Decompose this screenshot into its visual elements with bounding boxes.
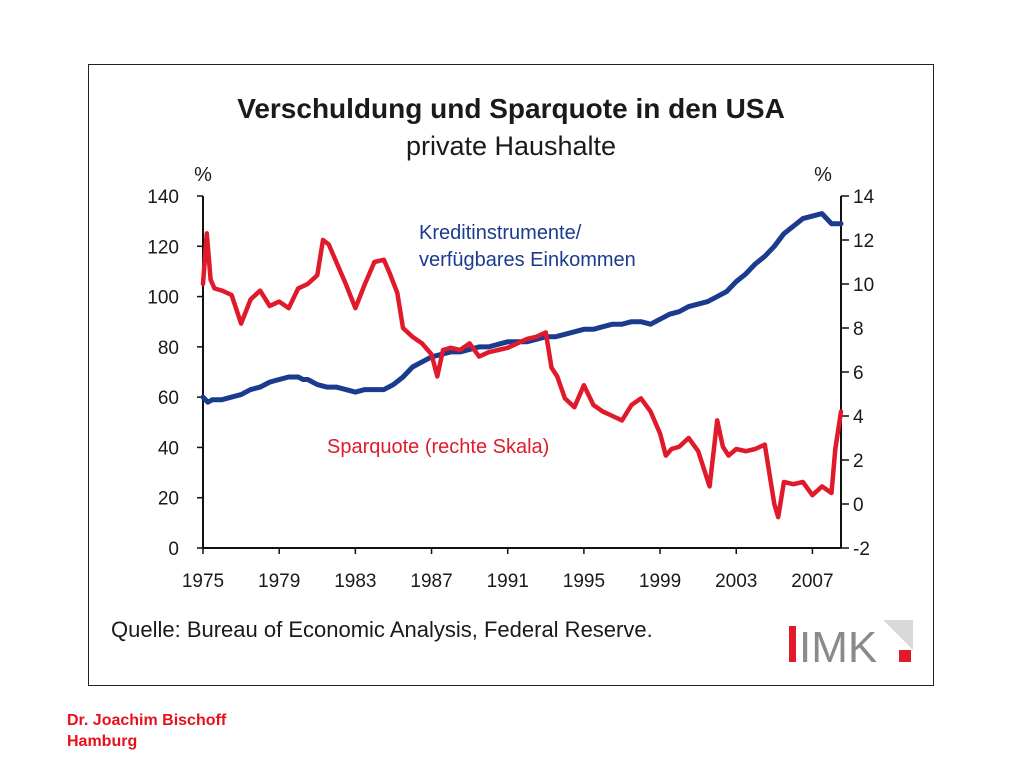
logo-text: IMK xyxy=(799,623,877,666)
y-left-tick-label: 0 xyxy=(168,539,179,560)
kredit-series-label: Kreditinstrumente/ xyxy=(419,222,582,244)
logo-corner-mark xyxy=(883,620,913,650)
imk-logo: IMK xyxy=(789,620,913,666)
x-tick-label: 2007 xyxy=(791,571,833,592)
x-tick-label: 1983 xyxy=(334,571,376,592)
y-right-tick-label: 0 xyxy=(853,495,864,516)
logo-bar-mark xyxy=(789,626,796,662)
kredit-series-line xyxy=(200,211,844,405)
chart-plot: 0 20 40 60 80 100 120 140 -2 0 2 4 6 8 10 12 14 1975 1979 1… xyxy=(147,164,875,592)
x-tick-label: 1975 xyxy=(182,571,224,592)
y-right-tick-label: 12 xyxy=(853,231,874,252)
y-left-tick-label: 60 xyxy=(158,388,179,409)
y-left-tick-label: 140 xyxy=(147,187,179,208)
y-left-axis-label: % xyxy=(194,164,212,186)
x-tick-label: 2003 xyxy=(715,571,757,592)
y-right-tick-label: 8 xyxy=(853,319,864,340)
y-right-tick-label: -2 xyxy=(853,539,870,560)
chart-frame: Verschuldung und Sparquote in den USA pr… xyxy=(88,64,934,686)
chart-subtitle: private Haushalte xyxy=(405,131,617,161)
y-right-tick-label: 4 xyxy=(853,407,864,428)
footer-author: Dr. Joachim Bischoff Hamburg xyxy=(67,710,226,752)
y-right-tick-label: 10 xyxy=(853,275,874,296)
x-tick-label: 1979 xyxy=(258,571,300,592)
y-left-tick-label: 20 xyxy=(158,489,179,510)
kredit-series-label: verfügbares Einkommen xyxy=(419,249,636,271)
y-right-tick-label: 6 xyxy=(853,363,864,384)
chart-title: Verschuldung und Sparquote in den USA xyxy=(237,93,785,124)
x-tick-label: 1987 xyxy=(410,571,452,592)
y-left-tick-label: 40 xyxy=(158,438,179,459)
y-right-axis-label: % xyxy=(814,164,832,186)
x-tick-label: 1999 xyxy=(639,571,681,592)
y-left-tick-label: 100 xyxy=(147,288,179,309)
y-left-tick-label: 80 xyxy=(158,338,179,359)
y-left-tick-label: 120 xyxy=(147,237,179,258)
y-right-tick-label: 2 xyxy=(853,451,864,472)
source-note: Quelle: Bureau of Economic Analysis, Fed… xyxy=(111,617,653,642)
x-tick-label: 1991 xyxy=(487,571,529,592)
footer-name: Dr. Joachim Bischoff xyxy=(67,712,227,729)
logo-dot-mark xyxy=(899,650,911,662)
x-tick-label: 1995 xyxy=(563,571,605,592)
footer-city: Hamburg xyxy=(67,733,138,750)
sparquote-series-label: Sparquote (rechte Skala) xyxy=(327,436,549,458)
sparquote-series-line xyxy=(200,231,844,520)
y-right-tick-label: 14 xyxy=(853,187,875,208)
